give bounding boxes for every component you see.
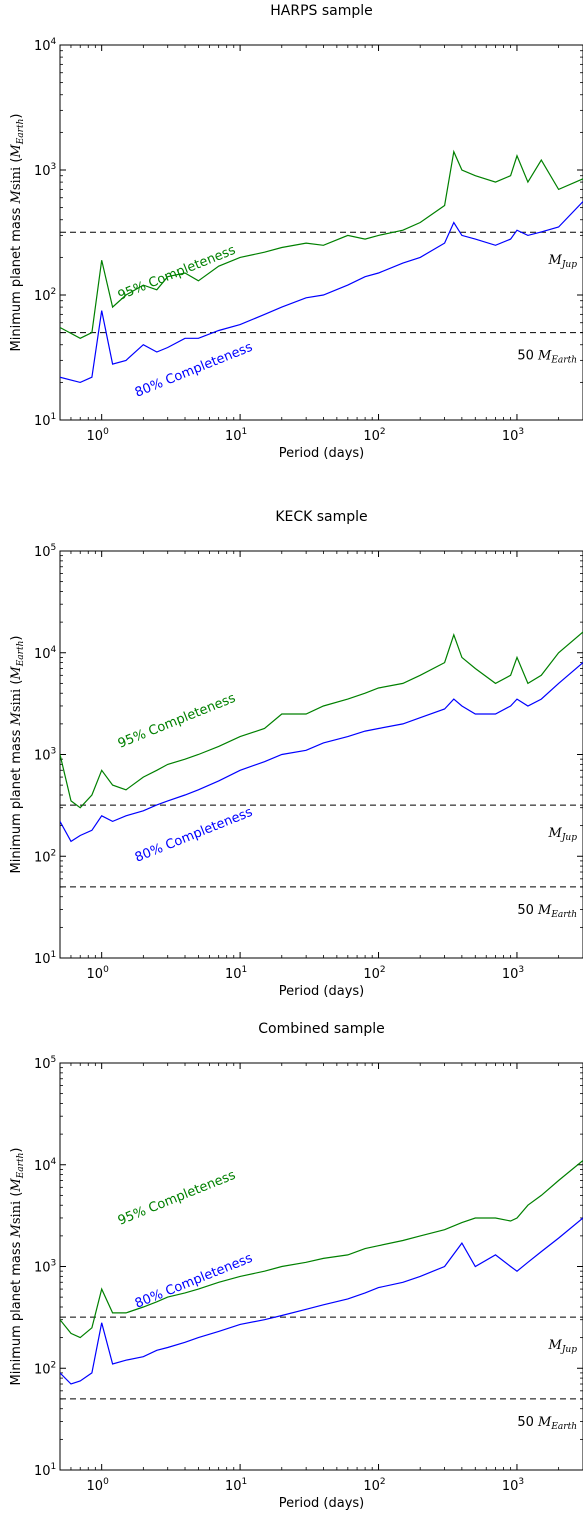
x-tick-label: 102 — [363, 1477, 385, 1494]
x-tick-label: 103 — [502, 1477, 524, 1494]
reference-line-label: MJup — [548, 826, 578, 843]
x-tick-label: 100 — [87, 965, 110, 982]
series-80-line — [60, 201, 583, 384]
x-tick-label: 102 — [363, 965, 385, 982]
y-tick-label: 101 — [34, 1462, 56, 1479]
reference-line-label: 50 MEarth — [517, 1415, 577, 1432]
chart-title: Combined sample — [258, 1021, 384, 1037]
annotation-95-completeness: 95% Completeness — [116, 1168, 238, 1229]
y-tick-label: 103 — [34, 747, 56, 764]
chart-title: HARPS sample — [270, 3, 373, 19]
series-95-line — [60, 149, 583, 339]
reference-line-label: MJup — [548, 1338, 578, 1355]
reference-line-label: 50 MEarth — [517, 349, 577, 366]
y-axis-label: Minimum planet mass Msini (MEarth) — [9, 1148, 26, 1386]
x-tick-label: 101 — [225, 427, 247, 444]
y-tick-label: 105 — [34, 1055, 56, 1072]
annotation-95-completeness: 95% Completeness — [116, 691, 238, 752]
plot-frame — [59, 550, 583, 959]
chart-title: KECK sample — [275, 509, 367, 525]
x-axis-label: Period (days) — [279, 984, 365, 999]
y-tick-label: 101 — [34, 950, 56, 967]
x-tick-label: 100 — [87, 1477, 110, 1494]
annotation-80-completeness: 80% Completeness — [133, 1251, 255, 1312]
series-80-line — [60, 1217, 583, 1385]
reference-line-label: MJup — [548, 253, 578, 270]
y-axis-label: Minimum planet mass Msini (MEarth) — [9, 636, 26, 874]
y-tick-label: 105 — [34, 543, 56, 560]
y-tick-label: 104 — [34, 1157, 57, 1174]
annotation-80-completeness: 80% Completeness — [133, 805, 255, 866]
y-tick-label: 102 — [34, 1360, 56, 1377]
x-tick-label: 102 — [363, 427, 385, 444]
series-95-line — [60, 631, 583, 809]
annotation-95-completeness: 95% Completeness — [116, 243, 238, 304]
chart-panel-2: KECK sample 100 101 102 103 101 102 103 104 105 MJ… — [9, 509, 583, 999]
y-tick-label: 104 — [34, 37, 57, 54]
series-95-line — [60, 1160, 583, 1339]
plot-frame — [59, 1062, 583, 1471]
y-tick-label: 104 — [34, 645, 57, 662]
y-tick-label: 103 — [34, 162, 56, 179]
x-tick-label: 101 — [225, 965, 247, 982]
x-tick-label: 103 — [502, 427, 524, 444]
reference-line-label: 50 MEarth — [517, 903, 577, 920]
y-tick-label: 103 — [34, 1259, 56, 1276]
series-80-line — [60, 662, 583, 843]
chart-panel-3: Combined sample 100 101 102 103 101 102 103 104 1… — [9, 1021, 583, 1511]
x-tick-label: 100 — [87, 427, 110, 444]
x-tick-label: 101 — [225, 1477, 247, 1494]
chart-panel-1: HARPS sample 100 101 102 103 101 102 103 104 MJup… — [9, 3, 583, 461]
y-axis-label: Minimum planet mass Msini (MEarth) — [9, 114, 26, 352]
y-tick-label: 102 — [34, 287, 56, 304]
y-tick-label: 102 — [34, 848, 56, 865]
y-tick-label: 101 — [34, 412, 56, 429]
x-axis-label: Period (days) — [279, 1496, 365, 1511]
x-tick-label: 103 — [502, 965, 524, 982]
x-axis-label: Period (days) — [279, 446, 365, 461]
